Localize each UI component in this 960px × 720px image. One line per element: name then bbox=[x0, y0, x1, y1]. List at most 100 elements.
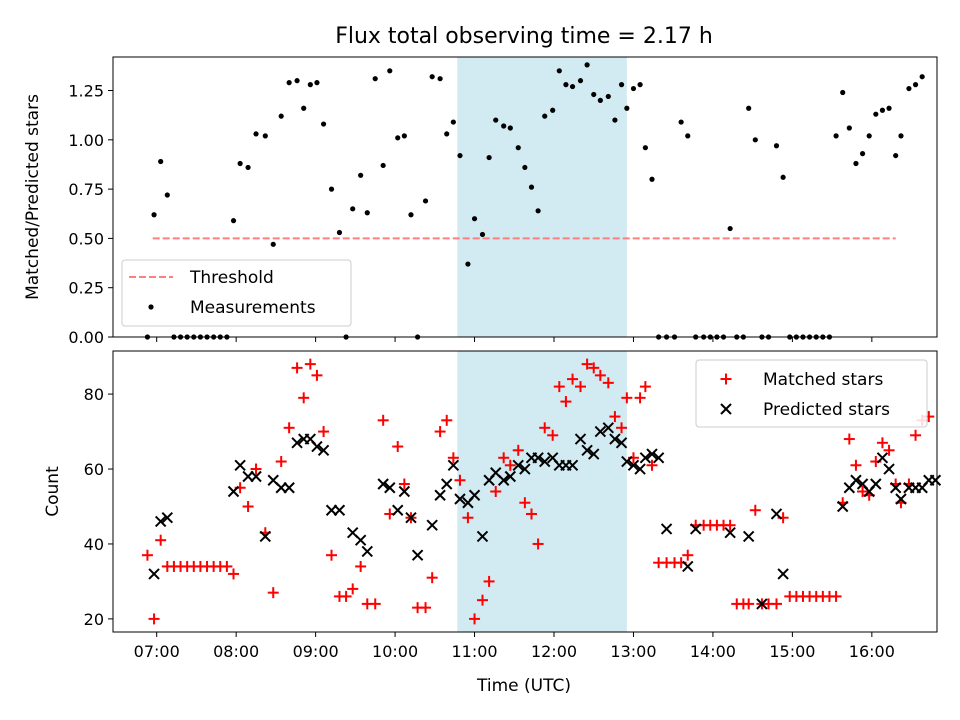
matched-star-point bbox=[441, 414, 453, 426]
matched-star-point bbox=[876, 437, 888, 449]
predicted-star-point bbox=[392, 504, 404, 516]
matched-star-point bbox=[377, 414, 389, 426]
matched-star-point bbox=[843, 433, 855, 445]
measurement-point bbox=[278, 113, 284, 119]
cross-stroke bbox=[311, 440, 323, 453]
matched-star-point bbox=[850, 459, 862, 471]
matched-star-point bbox=[242, 500, 254, 512]
cross-stroke bbox=[384, 482, 396, 494]
matched-star-point bbox=[148, 613, 160, 625]
cross-stroke bbox=[837, 500, 849, 513]
ratio-y-axis-label: Matched/Predicted stars bbox=[23, 94, 43, 300]
measurement-point bbox=[493, 117, 499, 123]
measurement-point bbox=[395, 135, 401, 141]
predicted-star-point bbox=[405, 512, 417, 524]
cross-stroke bbox=[566, 459, 579, 471]
cross-stroke bbox=[283, 482, 295, 494]
predicted-star-point bbox=[259, 530, 272, 543]
cross-stroke bbox=[398, 485, 411, 498]
measurement-point bbox=[364, 210, 370, 216]
predicted-star-point bbox=[929, 474, 942, 486]
x-tick-label: 14:00 bbox=[690, 642, 736, 661]
matched-star-point bbox=[512, 444, 524, 456]
x-tick-label: 10:00 bbox=[372, 642, 418, 661]
cross-stroke bbox=[724, 527, 736, 539]
y-tick-label: 60 bbox=[84, 460, 104, 479]
x-tick-label: 08:00 bbox=[213, 642, 259, 661]
x-tick-label: 07:00 bbox=[134, 642, 180, 661]
matched-star-point bbox=[646, 459, 658, 471]
predicted-star-point bbox=[627, 459, 640, 471]
cross-stroke bbox=[532, 452, 544, 464]
predicted-star-point bbox=[148, 568, 160, 580]
predicted-star-point bbox=[532, 452, 544, 464]
measurement-point bbox=[840, 89, 846, 96]
measurement-point bbox=[886, 105, 892, 111]
cross-stroke bbox=[594, 425, 607, 438]
predicted-star-point bbox=[742, 530, 755, 543]
cross-stroke bbox=[720, 403, 732, 415]
measurement-point bbox=[387, 68, 393, 74]
predicted-star-point bbox=[411, 549, 424, 561]
measurement-point bbox=[859, 151, 866, 157]
predicted-star-point bbox=[689, 523, 702, 535]
measurement-point bbox=[569, 83, 576, 90]
count-axes-frame bbox=[112, 350, 938, 633]
count-panel: 20 40 60 80 07:00 08:00 09:00 10:00 11:00 12:00 13… bbox=[43, 350, 942, 696]
matched-star-point bbox=[770, 598, 782, 610]
measurement-point bbox=[158, 158, 164, 165]
matched-star-point bbox=[318, 426, 330, 438]
count-axis-ticks: 20 40 60 80 07:00 08:00 09:00 10:00 11:00 12:00 13… bbox=[84, 385, 895, 661]
legend-threshold-label: Threshold bbox=[189, 268, 274, 288]
legend-measurements-label: Measurements bbox=[190, 298, 316, 318]
matched-star-point bbox=[426, 572, 438, 584]
y-tick-label: 0.75 bbox=[68, 180, 104, 199]
highlight-span-rect bbox=[457, 351, 627, 632]
cross-stroke bbox=[856, 478, 869, 490]
measurement-point bbox=[630, 85, 637, 92]
measurement-point bbox=[471, 216, 478, 222]
measurement-point bbox=[605, 93, 611, 100]
measurement-point bbox=[444, 131, 450, 137]
matched-star-point bbox=[221, 560, 233, 572]
measurement-points bbox=[144, 62, 925, 340]
matched-star-point bbox=[525, 508, 537, 520]
matched-star-point bbox=[567, 373, 579, 385]
predicted-star-point bbox=[581, 444, 593, 456]
matched-star-markers bbox=[141, 358, 935, 625]
cross-stroke bbox=[504, 470, 517, 483]
measurement-point bbox=[294, 78, 300, 84]
measurement-point bbox=[507, 125, 513, 131]
cross-stroke bbox=[689, 523, 702, 535]
cross-stroke bbox=[546, 452, 559, 464]
ratio-axes-frame bbox=[112, 56, 938, 338]
predicted-star-point bbox=[454, 493, 466, 505]
matched-star-point bbox=[532, 538, 544, 550]
matched-star-point bbox=[504, 459, 516, 471]
measurement-point bbox=[649, 176, 655, 182]
predicted-star-point bbox=[398, 485, 411, 498]
y-tick-label: 40 bbox=[84, 535, 104, 554]
matched-star-point bbox=[392, 441, 404, 453]
matched-star-point bbox=[420, 602, 432, 614]
predicted-star-point bbox=[354, 534, 367, 546]
matched-star-point bbox=[454, 474, 466, 486]
measurement-point bbox=[401, 133, 407, 139]
measurement-point bbox=[584, 62, 590, 68]
matched-star-point bbox=[498, 452, 510, 464]
highlight-span-rect bbox=[457, 57, 627, 337]
measurement-point bbox=[624, 105, 630, 111]
measurement-point bbox=[528, 184, 535, 190]
predicted-star-point bbox=[476, 530, 489, 543]
cross-stroke bbox=[639, 452, 652, 464]
predicted-star-point bbox=[724, 527, 736, 539]
matched-star-point bbox=[553, 381, 565, 393]
predicted-star-point bbox=[876, 452, 889, 464]
measurement-point bbox=[151, 212, 157, 218]
matched-star-point bbox=[519, 497, 531, 509]
matched-star-point bbox=[326, 549, 338, 561]
measurement-point bbox=[164, 192, 170, 198]
matched-star-point bbox=[311, 369, 323, 381]
matched-star-point bbox=[228, 568, 240, 580]
predicted-star-point bbox=[447, 459, 460, 471]
